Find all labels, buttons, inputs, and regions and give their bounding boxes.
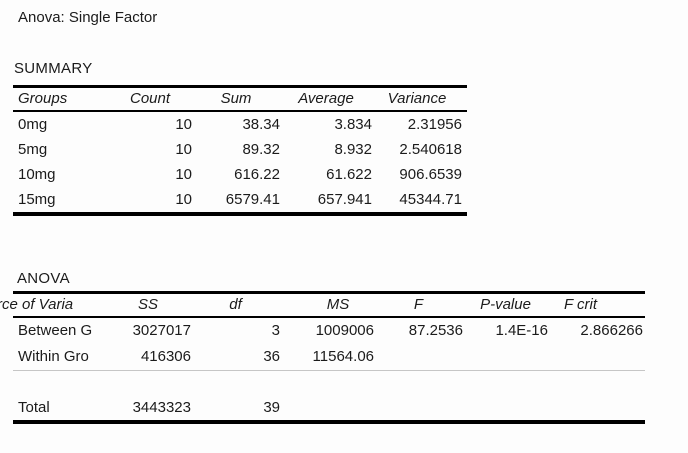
summary-header-row: Groups Count Sum Average Variance bbox=[13, 88, 467, 112]
cell-source: Between G bbox=[18, 322, 93, 339]
cell-p-value bbox=[463, 344, 548, 370]
cell-sum: 38.34 bbox=[242, 116, 280, 133]
column-header-count: Count bbox=[129, 90, 171, 107]
cell-group: 10mg bbox=[18, 166, 56, 183]
cell-f-crit: 2.866266 bbox=[580, 322, 643, 339]
cell-variance: 2.540618 bbox=[399, 141, 462, 158]
cell-ss: 416306 bbox=[140, 348, 191, 365]
cell-count: 10 bbox=[175, 191, 192, 208]
cell-average: 3.834 bbox=[334, 116, 372, 133]
cell-f-crit bbox=[548, 395, 645, 420]
cell-p-value bbox=[463, 395, 548, 420]
summary-table: Groups Count Sum Average Variance 0mg 10… bbox=[13, 85, 467, 216]
anova-header-row: rce of Varia SS df MS F P-value F crit bbox=[0, 294, 645, 318]
cell-group: 0mg bbox=[18, 116, 48, 133]
cell-f-crit bbox=[548, 344, 645, 370]
cell-sum: 89.32 bbox=[242, 141, 280, 158]
cell-p-value: 1.4E-16 bbox=[495, 322, 548, 339]
cell-ms: 11564.06 bbox=[312, 348, 374, 365]
cell-f bbox=[374, 344, 463, 370]
cell-group: 5mg bbox=[18, 141, 48, 158]
cell-variance: 906.6539 bbox=[399, 166, 462, 183]
cell-ss: 3027017 bbox=[132, 322, 191, 339]
cell-variance: 2.31956 bbox=[407, 116, 462, 133]
column-header-groups: Groups bbox=[18, 90, 68, 107]
anova-total-separator-rule bbox=[13, 370, 645, 395]
cell-count: 10 bbox=[175, 166, 192, 183]
cell-source: Total bbox=[18, 399, 50, 416]
cell-ms: 1009006 bbox=[315, 322, 374, 339]
cell-source: Within Gro bbox=[18, 348, 89, 365]
column-header-ms: MS bbox=[326, 296, 350, 313]
column-header-f-crit: F crit bbox=[563, 296, 598, 313]
anova-row-between-groups: Between G 3027017 3 1009006 87.2536 1.4E… bbox=[13, 318, 645, 344]
cell-ss: 3443323 bbox=[132, 399, 191, 416]
column-header-source-of-variation: rce of Varia bbox=[0, 296, 74, 313]
anova-heading: ANOVA bbox=[17, 270, 70, 287]
cell-average: 61.622 bbox=[326, 166, 372, 183]
summary-row-15mg: 15mg 10 6579.41 657.941 45344.71 bbox=[13, 187, 467, 212]
cell-df: 3 bbox=[271, 322, 280, 339]
column-header-sum: Sum bbox=[220, 90, 252, 107]
column-header-ss: SS bbox=[137, 296, 158, 313]
page-title: Anova: Single Factor bbox=[18, 9, 158, 26]
anova-table: rce of Varia SS df MS F P-value F crit B… bbox=[0, 291, 645, 424]
summary-row-5mg: 5mg 10 89.32 8.932 2.540618 bbox=[13, 137, 467, 162]
cell-group: 15mg bbox=[18, 191, 56, 208]
cell-f bbox=[374, 395, 463, 420]
anova-row-within-groups: Within Gro 416306 36 11564.06 bbox=[13, 344, 645, 370]
column-header-p-value: P-value bbox=[480, 296, 531, 313]
cell-average: 657.941 bbox=[317, 191, 372, 208]
column-header-average: Average bbox=[298, 90, 354, 107]
column-header-df: df bbox=[229, 296, 242, 313]
summary-row-10mg: 10mg 10 616.22 61.622 906.6539 bbox=[13, 162, 467, 187]
summary-heading: SUMMARY bbox=[14, 60, 93, 77]
column-header-f: F bbox=[413, 296, 424, 313]
summary-row-0mg: 0mg 10 38.34 3.834 2.31956 bbox=[13, 112, 467, 137]
cell-df: 39 bbox=[263, 399, 280, 416]
cell-df: 36 bbox=[263, 348, 280, 365]
cell-sum: 6579.41 bbox=[225, 191, 280, 208]
cell-f: 87.2536 bbox=[408, 322, 463, 339]
cell-variance: 45344.71 bbox=[399, 191, 462, 208]
cell-sum: 616.22 bbox=[234, 166, 280, 183]
cell-count: 10 bbox=[175, 141, 192, 158]
cell-count: 10 bbox=[175, 116, 192, 133]
cell-average: 8.932 bbox=[334, 141, 372, 158]
column-header-variance: Variance bbox=[387, 90, 447, 107]
anova-row-total: Total 3443323 39 bbox=[13, 395, 645, 420]
cell-ms bbox=[280, 395, 374, 420]
